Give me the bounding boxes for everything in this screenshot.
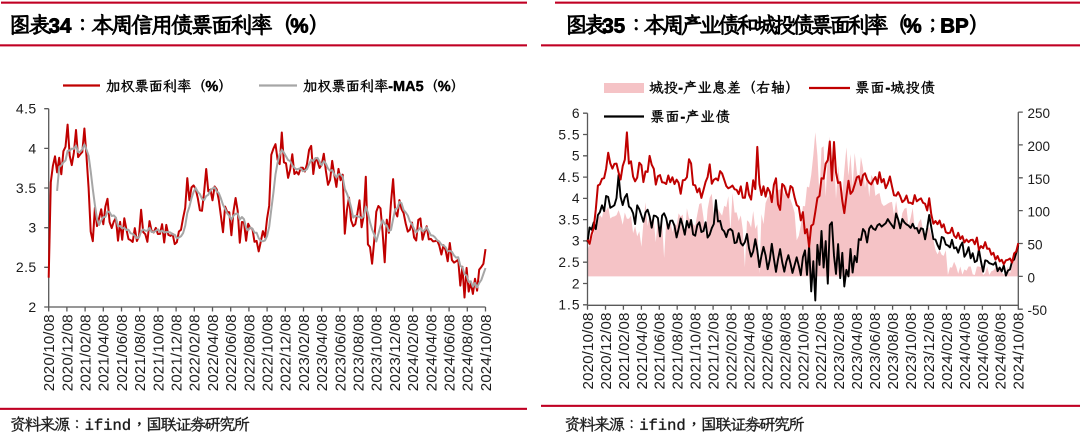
svg-text:-50: -50 <box>1028 303 1048 318</box>
svg-text:2024/02/08: 2024/02/08 <box>939 312 956 389</box>
svg-text:2023/12/08: 2023/12/08 <box>387 314 404 391</box>
svg-text:2021/10/08: 2021/10/08 <box>688 312 705 389</box>
svg-text:2021/10/08: 2021/10/08 <box>150 314 167 391</box>
svg-text:6: 6 <box>572 106 581 121</box>
svg-text:2024/04/08: 2024/04/08 <box>957 312 974 389</box>
svg-text:2022/02/08: 2022/02/08 <box>187 314 204 391</box>
svg-text:2023/04/08: 2023/04/08 <box>849 312 866 389</box>
svg-text:0: 0 <box>1028 270 1036 285</box>
svg-text:2022/06/08: 2022/06/08 <box>223 314 240 391</box>
svg-text:150: 150 <box>1028 172 1051 187</box>
svg-text:2023/10/08: 2023/10/08 <box>369 314 386 391</box>
svg-text:200: 200 <box>1028 139 1051 154</box>
svg-text:2021/04/08: 2021/04/08 <box>96 314 113 391</box>
svg-text:2021/02/08: 2021/02/08 <box>78 314 95 391</box>
svg-text:2022/10/08: 2022/10/08 <box>260 314 277 391</box>
svg-text:2021/06/08: 2021/06/08 <box>652 312 669 389</box>
svg-text:2024/04/08: 2024/04/08 <box>423 314 440 391</box>
svg-text:50: 50 <box>1028 238 1043 253</box>
svg-text:2022/08/08: 2022/08/08 <box>241 314 258 391</box>
svg-text:2022/02/08: 2022/02/08 <box>724 312 741 389</box>
svg-text:2021/08/08: 2021/08/08 <box>670 312 687 389</box>
svg-text:2024/10/08: 2024/10/08 <box>1011 312 1028 389</box>
svg-text:2021/06/08: 2021/06/08 <box>114 314 131 391</box>
svg-text:2023/12/08: 2023/12/08 <box>921 312 938 389</box>
svg-text:2022/10/08: 2022/10/08 <box>795 312 812 389</box>
svg-text:4.5: 4.5 <box>16 101 37 117</box>
svg-text:2020/10/08: 2020/10/08 <box>580 312 597 389</box>
svg-text:2023/04/08: 2023/04/08 <box>314 314 331 391</box>
svg-text:2: 2 <box>572 276 581 291</box>
svg-text:2023/06/08: 2023/06/08 <box>332 314 349 391</box>
svg-text:2023/02/08: 2023/02/08 <box>831 312 848 389</box>
svg-text:2022/06/08: 2022/06/08 <box>759 312 776 389</box>
svg-text:250: 250 <box>1028 106 1051 121</box>
svg-text:2: 2 <box>28 299 36 315</box>
svg-text:2023/06/08: 2023/06/08 <box>867 312 884 389</box>
svg-text:2024/06/08: 2024/06/08 <box>975 312 992 389</box>
svg-text:2020/12/08: 2020/12/08 <box>598 312 615 389</box>
svg-text:2024/06/08: 2024/06/08 <box>442 314 459 391</box>
svg-text:4.5: 4.5 <box>558 170 580 185</box>
svg-text:2022/04/08: 2022/04/08 <box>205 314 222 391</box>
svg-text:2021/12/08: 2021/12/08 <box>169 314 186 391</box>
svg-text:2023/08/08: 2023/08/08 <box>351 314 368 391</box>
svg-text:1.5: 1.5 <box>558 298 580 313</box>
svg-text:2020/12/08: 2020/12/08 <box>59 314 76 391</box>
svg-text:3.5: 3.5 <box>16 180 37 196</box>
svg-text:100: 100 <box>1028 205 1051 220</box>
svg-text:3.5: 3.5 <box>558 212 580 227</box>
svg-text:2022/12/08: 2022/12/08 <box>278 314 295 391</box>
svg-text:2021/04/08: 2021/04/08 <box>634 312 651 389</box>
svg-text:2023/02/08: 2023/02/08 <box>296 314 313 391</box>
svg-text:2024/10/08: 2024/10/08 <box>478 314 495 391</box>
svg-text:2022/12/08: 2022/12/08 <box>813 312 830 389</box>
svg-text:2.5: 2.5 <box>16 259 37 275</box>
svg-text:2021/02/08: 2021/02/08 <box>616 312 633 389</box>
svg-text:2021/12/08: 2021/12/08 <box>706 312 723 389</box>
svg-text:2024/02/08: 2024/02/08 <box>405 314 422 391</box>
svg-text:2022/04/08: 2022/04/08 <box>741 312 758 389</box>
svg-text:5.5: 5.5 <box>558 127 580 142</box>
svg-text:2023/08/08: 2023/08/08 <box>885 312 902 389</box>
svg-text:2.5: 2.5 <box>558 255 580 270</box>
svg-text:4: 4 <box>572 191 581 206</box>
svg-text:2023/10/08: 2023/10/08 <box>903 312 920 389</box>
svg-text:2020/10/08: 2020/10/08 <box>41 314 58 391</box>
svg-text:2024/08/08: 2024/08/08 <box>993 312 1010 389</box>
svg-text:3: 3 <box>572 234 581 249</box>
svg-text:3: 3 <box>28 220 36 236</box>
svg-text:2021/08/08: 2021/08/08 <box>132 314 149 391</box>
svg-text:4: 4 <box>28 140 36 156</box>
svg-text:5: 5 <box>572 149 581 164</box>
svg-text:2024/08/08: 2024/08/08 <box>460 314 477 391</box>
svg-text:2022/08/08: 2022/08/08 <box>777 312 794 389</box>
